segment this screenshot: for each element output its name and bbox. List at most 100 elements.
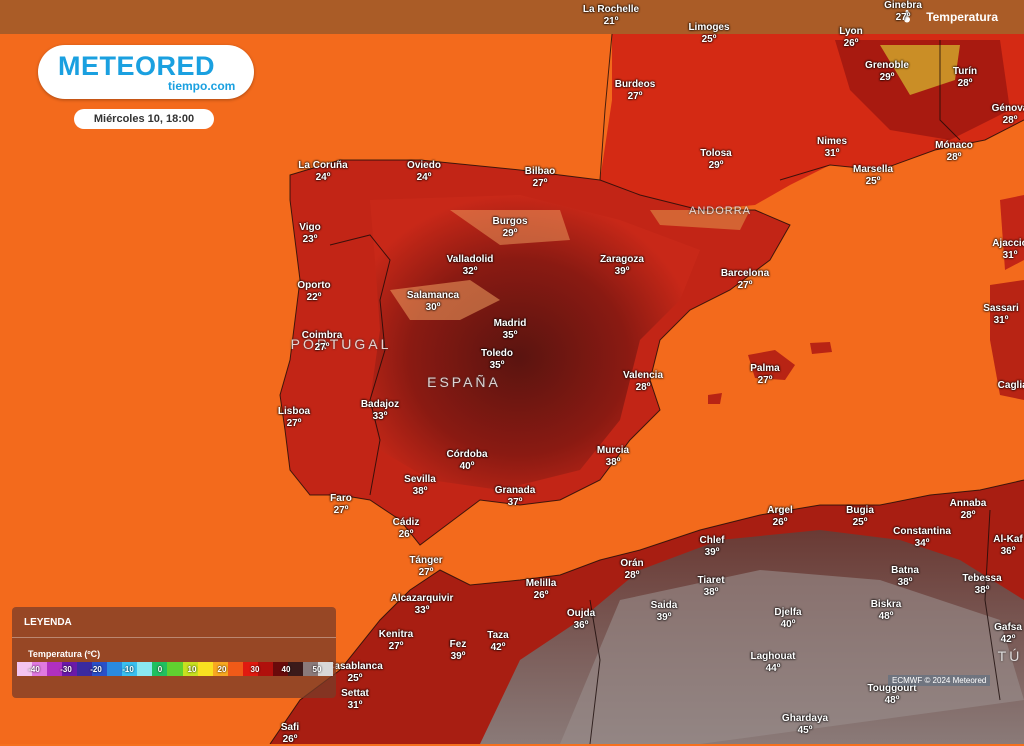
legend-swatch <box>212 662 228 676</box>
city-label[interactable]: Safi 26º <box>281 722 299 746</box>
city-label[interactable]: Valladolid 32º <box>447 254 494 278</box>
city-label[interactable]: Mónaco 28º <box>935 140 973 164</box>
city-name: Grenoble <box>865 60 909 71</box>
city-temperature: 38º <box>412 486 428 497</box>
city-label[interactable]: Casablanca 25º <box>327 661 383 685</box>
city-label[interactable]: Nimes 31º <box>817 136 847 160</box>
city-label[interactable]: Orán 28º <box>620 558 643 582</box>
city-label[interactable]: Biskra 48º <box>871 599 902 623</box>
city-label[interactable]: Coimbra 27º <box>302 330 343 354</box>
legend-swatch <box>197 662 213 676</box>
city-name: Biskra <box>870 599 902 610</box>
city-label[interactable]: Tebessa 38º <box>962 573 1001 597</box>
city-label[interactable]: Tánger 27º <box>409 555 442 579</box>
legend-panel: LEYENDA Temperatura (ºC) -40 -30 -20 -10 0 10… <box>12 607 336 698</box>
city-label[interactable]: Tolosa 29º <box>700 148 731 172</box>
city-label[interactable]: Constantina 34º <box>893 526 951 550</box>
city-label[interactable]: Córdoba 40º <box>446 449 487 473</box>
city-label[interactable]: Limoges 25º <box>688 22 729 46</box>
city-label[interactable]: Toledo 35º <box>481 348 513 372</box>
city-temperature: 28º <box>635 382 651 393</box>
city-label[interactable]: Argel 26º <box>767 505 793 529</box>
city-label[interactable]: Oujda 36º <box>567 608 595 632</box>
city-label[interactable]: Zaragoza 39º <box>600 254 644 278</box>
city-label[interactable]: Lisboa 27º <box>278 406 310 430</box>
city-label[interactable]: Fez 39º <box>450 639 467 663</box>
city-label[interactable]: Vigo 23º <box>299 222 320 246</box>
city-label[interactable]: Burdeos 27º <box>615 79 656 103</box>
city-label[interactable]: Tiaret 38º <box>697 575 724 599</box>
city-label[interactable]: Kenitra 27º <box>379 629 413 653</box>
city-label[interactable]: Cagliari <box>998 380 1024 392</box>
credit-label: ECMWF © 2024 Meteored <box>888 675 991 686</box>
city-label[interactable]: Ginebra 27º <box>884 0 922 24</box>
city-label[interactable]: Grenoble 29º <box>865 60 909 84</box>
city-label[interactable]: Touggourt 48º <box>867 683 916 707</box>
city-name: Mónaco <box>935 140 973 151</box>
city-label[interactable]: Cádiz 26º <box>393 517 420 541</box>
city-label[interactable]: Faro 27º <box>330 493 352 517</box>
city-label[interactable]: Barcelona 27º <box>721 268 769 292</box>
city-label[interactable]: Salamanca 30º <box>407 290 459 314</box>
city-label[interactable]: Granada 37º <box>495 485 536 509</box>
city-label[interactable]: Al-Kaf 36º <box>993 534 1022 558</box>
layer-label[interactable]: Temperatura <box>926 10 998 24</box>
city-name: Annaba <box>949 498 987 509</box>
city-label[interactable]: Sassari 31º <box>983 303 1019 327</box>
city-temperature: 23º <box>302 234 318 245</box>
city-label[interactable]: Ajaccio31º <box>992 238 1024 262</box>
city-label[interactable]: Alcazarquivir 33º <box>391 593 454 617</box>
logo-brand: METEORED <box>58 51 216 81</box>
city-temperature: 26º <box>772 517 788 528</box>
city-label[interactable]: Murcia 38º <box>597 445 629 469</box>
city-name: Chlef <box>699 535 725 546</box>
city-label[interactable]: Laghouat 44º <box>751 651 796 675</box>
meteored-logo[interactable]: METEORED tiempo.com <box>38 45 254 99</box>
city-label[interactable]: Gafsa 42º <box>994 622 1022 646</box>
city-temperature: 25º <box>852 517 868 528</box>
city-label[interactable]: La Rochelle 21º <box>583 4 639 28</box>
city-label[interactable]: Bilbao 27º <box>525 166 556 190</box>
city-label[interactable]: Marsella 25º <box>853 164 893 188</box>
city-name: Granada <box>494 485 536 496</box>
city-label[interactable]: Oporto 22º <box>297 280 330 304</box>
city-label[interactable]: Palma 27º <box>750 363 779 387</box>
city-label[interactable]: Chlef 39º <box>700 535 725 559</box>
city-label[interactable]: La Coruña 24º <box>298 160 347 184</box>
city-label[interactable]: Lyon 26º <box>839 26 863 50</box>
city-label[interactable]: Bugia 25º <box>846 505 874 529</box>
city-label[interactable]: Valencia 28º <box>623 370 663 394</box>
forecast-date[interactable]: Miércoles 10, 18:00 <box>74 109 214 129</box>
legend-tick-label: -20 <box>90 665 102 674</box>
city-label[interactable]: Batna 38º <box>891 565 919 589</box>
city-name: Fez <box>449 639 467 650</box>
city-label[interactable]: Saida 39º <box>651 600 678 624</box>
city-label[interactable]: Oviedo 24º <box>407 160 441 184</box>
city-label[interactable]: Sevilla 38º <box>404 474 436 498</box>
city-label[interactable]: Génova28º <box>992 103 1024 127</box>
city-label[interactable]: Djelfa 40º <box>774 607 801 631</box>
legend-swatch <box>152 662 168 676</box>
city-temperature: 24º <box>315 172 331 183</box>
city-name: Burgos <box>492 216 528 227</box>
city-name: Gafsa <box>994 622 1022 633</box>
city-label[interactable]: Turín 28º <box>953 66 977 90</box>
city-name: La Rochelle <box>582 4 640 15</box>
city-label[interactable]: Taza 42º <box>487 630 509 654</box>
city-temperature: 38º <box>703 587 719 598</box>
city-temperature: 48º <box>884 695 900 706</box>
city-label[interactable]: Madrid 35º <box>494 318 527 342</box>
city-label[interactable]: Annaba 28º <box>950 498 987 522</box>
city-name: Taza <box>487 630 509 641</box>
city-label[interactable]: Melilla 26º <box>526 578 557 602</box>
city-label[interactable]: Settat 31º <box>341 688 369 712</box>
country-label-tunisia: TÚ <box>997 648 1023 664</box>
country-label-spain: ESPAÑA <box>427 374 501 390</box>
city-temperature: 34º <box>914 538 930 549</box>
legend-tick-label: 10 <box>187 665 197 674</box>
city-label[interactable]: Badajoz 33º <box>361 399 399 423</box>
city-label[interactable]: Burgos 29º <box>493 216 528 240</box>
city-name: Tiaret <box>697 575 725 586</box>
city-label[interactable]: Ghardaya 45º <box>782 713 828 737</box>
